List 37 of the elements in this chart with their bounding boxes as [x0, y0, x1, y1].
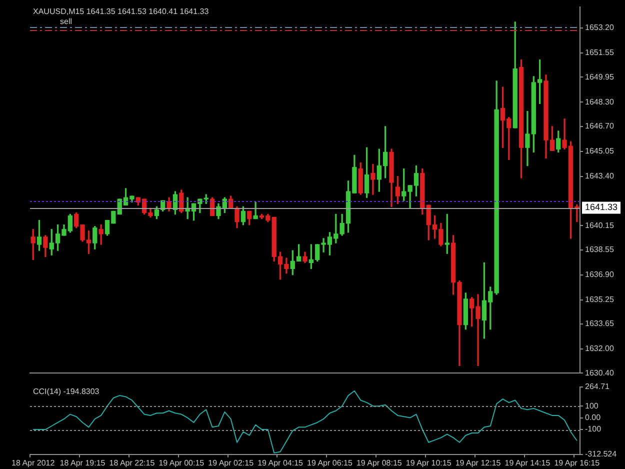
y-tick-label: 1651.55 [585, 48, 614, 58]
x-tick-label: 19 Apr 10:15 [406, 458, 452, 468]
y-tick-label: 0.00 [585, 413, 602, 422]
y-tick-label: 1640.15 [585, 220, 614, 230]
candlestick [370, 164, 376, 195]
chart-title: CCI(14) -194.8303 [33, 387, 100, 396]
x-tick-label: 19 Apr 14:15 [504, 458, 551, 468]
annotation: sell [60, 17, 72, 26]
candlestick [98, 224, 104, 245]
y-tick-label: 1653.20 [585, 23, 614, 32]
x-tick-label: 19 Apr 00:15 [158, 458, 205, 468]
y-tick-label: 264.71 [585, 382, 610, 392]
x-tick-label: 18 Apr 22:15 [109, 458, 156, 468]
x-tick-label: 19 Apr 02:15 [208, 458, 254, 468]
x-tick-label: 19 Apr 16:15 [554, 458, 600, 468]
y-tick-label: 1643.40 [585, 172, 614, 181]
y-tick-label: 1646.70 [585, 122, 614, 131]
ref-line-label: 1641.33 [585, 202, 618, 212]
x-tick-label: 19 Apr 06:15 [307, 458, 353, 468]
y-tick-label: 1645.05 [585, 146, 614, 156]
x-tick-label: 19 Apr 04:15 [258, 458, 304, 468]
x-tick-label: 19 Apr 08:15 [356, 458, 402, 468]
x-tick-label: 19 Apr 12:15 [455, 458, 502, 468]
y-tick-label: 1633.65 [585, 319, 614, 328]
x-tick-label: 18 Apr 2012 [12, 458, 56, 468]
y-tick-label: 1635.25 [585, 294, 614, 304]
y-tick-label: 1636.90 [585, 270, 614, 279]
y-tick-label: 1632.00 [585, 344, 614, 354]
y-tick-label: -100 [585, 424, 602, 434]
y-tick-label: 100 [585, 401, 599, 410]
y-tick-label: 1638.55 [585, 245, 614, 254]
y-tick-label: 1630.40 [585, 368, 614, 378]
y-tick-label: -312.524 [585, 450, 618, 459]
y-tick-label: 1648.30 [585, 97, 614, 106]
chart-title: XAUUSD,M15 1641.35 1641.53 1640.41 1641.33 [33, 7, 210, 16]
x-tick-label: 18 Apr 19:15 [60, 458, 106, 468]
y-tick-label: 1649.95 [585, 72, 614, 82]
